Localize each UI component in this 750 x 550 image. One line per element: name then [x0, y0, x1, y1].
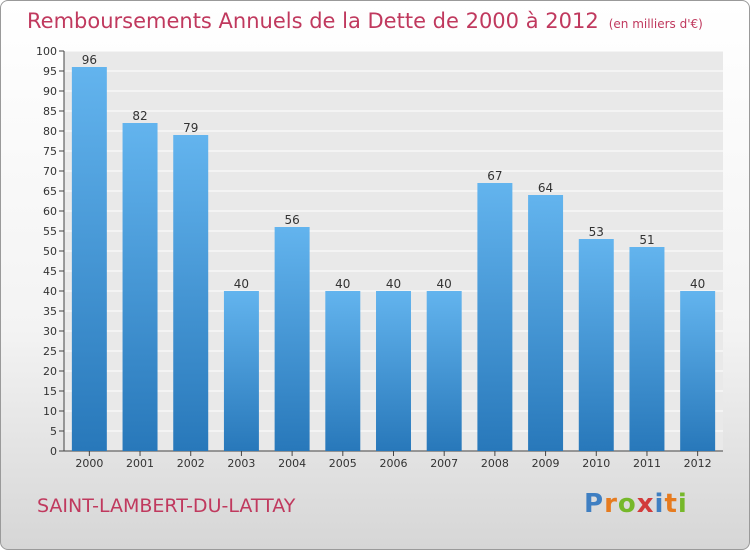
bar-2010[interactable] [578, 239, 614, 451]
x-tick-label: 2004 [278, 457, 306, 470]
y-tick-label: 100 [36, 45, 57, 58]
y-tick-label: 85 [43, 105, 57, 118]
x-tick-label: 2005 [329, 457, 357, 470]
bar-2004[interactable] [274, 227, 310, 451]
bar-2011[interactable] [629, 247, 665, 451]
y-tick-label: 90 [43, 85, 57, 98]
y-tick-label: 50 [43, 245, 57, 258]
x-tick-label: 2009 [532, 457, 560, 470]
bar-value-label: 96 [82, 53, 97, 67]
y-tick-label: 45 [43, 265, 57, 278]
x-tick-label: 2003 [227, 457, 255, 470]
y-tick-label: 65 [43, 185, 57, 198]
y-tick-label: 95 [43, 65, 57, 78]
x-tick-label: 2010 [582, 457, 610, 470]
y-tick-label: 35 [43, 305, 57, 318]
y-tick-label: 10 [43, 405, 57, 418]
y-tick-label: 40 [43, 285, 57, 298]
x-tick-label: 2008 [481, 457, 509, 470]
bar-value-label: 56 [284, 213, 299, 227]
bar-value-label: 40 [386, 277, 401, 291]
bar-2005[interactable] [325, 291, 361, 451]
y-tick-label: 80 [43, 125, 57, 138]
bar-value-label: 64 [538, 181, 553, 195]
bar-value-label: 40 [437, 277, 452, 291]
bar-2001[interactable] [122, 123, 158, 451]
y-tick-label: 60 [43, 205, 57, 218]
bar-value-label: 51 [639, 233, 654, 247]
proxiti-logo[interactable]: Proxiti [584, 489, 688, 519]
bars: 96 82 79 40 56 40 40 40 67 64 53 51 40 [71, 53, 716, 451]
bar-value-label: 79 [183, 121, 198, 135]
y-tick-label: 25 [43, 345, 57, 358]
bar-2003[interactable] [223, 291, 259, 451]
y-tick-label: 5 [50, 425, 57, 438]
bar-2009[interactable] [528, 195, 564, 451]
bar-2006[interactable] [376, 291, 411, 451]
bar-2007[interactable] [426, 291, 462, 451]
commune-name: SAINT-LAMBERT-DU-LATTAY [37, 495, 296, 517]
y-tick-label: 70 [43, 165, 57, 178]
x-tick-label: 2012 [684, 457, 712, 470]
x-axis: 2000 2001 2002 2003 2004 2005 2006 2007 2008 2009… [75, 451, 712, 470]
chart-unit: (en milliers d'€) [608, 17, 703, 31]
x-tick-label: 2002 [177, 457, 205, 470]
bar-value-label: 82 [132, 109, 147, 123]
x-tick-label: 2006 [380, 457, 408, 470]
x-tick-label: 2007 [430, 457, 458, 470]
x-tick-label: 2011 [633, 457, 661, 470]
bar-value-label: 67 [487, 169, 502, 183]
y-tick-label: 75 [43, 145, 57, 158]
y-tick-label: 20 [43, 365, 57, 378]
x-tick-label: 2001 [126, 457, 154, 470]
y-tick-label: 55 [43, 225, 57, 238]
bar-value-label: 40 [690, 277, 705, 291]
bar-2002[interactable] [173, 135, 209, 451]
bar-2008[interactable] [477, 183, 513, 451]
bar-2012[interactable] [680, 291, 716, 451]
y-tick-label: 30 [43, 325, 57, 338]
chart-title-text: Remboursements Annuels de la Dette de 20… [27, 9, 599, 33]
bar-value-label: 40 [234, 277, 249, 291]
chart-title: Remboursements Annuels de la Dette de 20… [27, 9, 703, 33]
bar-value-label: 53 [589, 225, 604, 239]
y-tick-label: 0 [50, 445, 57, 458]
x-tick-label: 2000 [75, 457, 103, 470]
bar-2000[interactable] [71, 67, 107, 451]
y-tick-label: 15 [43, 385, 57, 398]
bar-value-label: 40 [335, 277, 350, 291]
